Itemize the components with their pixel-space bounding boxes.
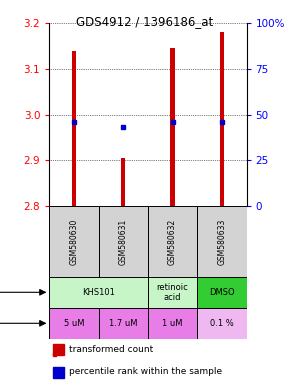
Text: GSM580633: GSM580633 [217, 218, 226, 265]
Bar [99, 206, 148, 277]
Text: 1 uM: 1 uM [162, 319, 183, 328]
Text: KHS101: KHS101 [82, 288, 115, 297]
Text: GSM580632: GSM580632 [168, 218, 177, 265]
Text: transformed count: transformed count [69, 345, 153, 354]
Bar [197, 308, 246, 339]
Bar [148, 206, 197, 277]
Bar [49, 308, 99, 339]
Bar [220, 32, 224, 206]
Bar [121, 158, 126, 206]
Text: 0.1 %: 0.1 % [210, 319, 234, 328]
Bar [148, 308, 197, 339]
Bar [53, 366, 64, 378]
Bar [148, 277, 197, 308]
Bar [49, 206, 99, 277]
Text: GSM580630: GSM580630 [69, 218, 79, 265]
Bar [197, 206, 246, 277]
Bar [49, 277, 148, 308]
Bar [53, 344, 64, 355]
Bar [72, 51, 76, 206]
Bar [99, 308, 148, 339]
Text: percentile rank within the sample: percentile rank within the sample [69, 367, 222, 376]
Bar [170, 48, 175, 206]
Text: GDS4912 / 1396186_at: GDS4912 / 1396186_at [76, 15, 214, 28]
Text: DMSO: DMSO [209, 288, 235, 297]
Text: 1.7 uM: 1.7 uM [109, 319, 137, 328]
Bar [53, 353, 56, 356]
Text: 5 uM: 5 uM [64, 319, 84, 328]
Text: GSM580631: GSM580631 [119, 218, 128, 265]
Text: retinoic
acid: retinoic acid [157, 283, 189, 302]
Bar [197, 277, 246, 308]
